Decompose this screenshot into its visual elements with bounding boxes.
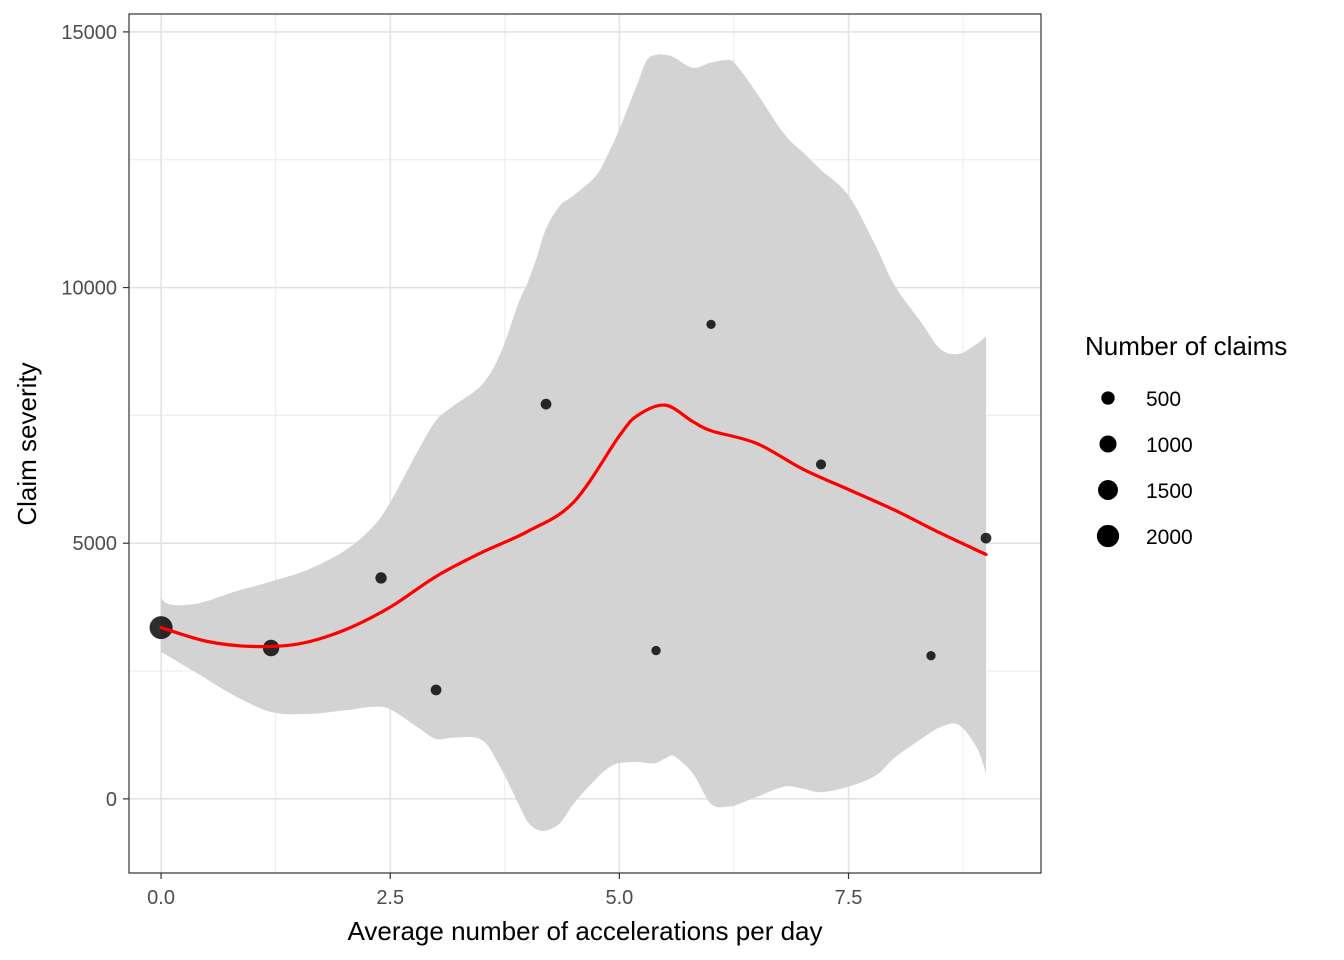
x-axis-ticks: 0.0 2.5 5.0 7.5: [147, 873, 862, 909]
plot-panel-border: [128, 13, 1042, 874]
y-tick-label: 15000: [61, 22, 117, 44]
data-point: [375, 572, 387, 584]
x-tick-label: 5.0: [605, 887, 633, 909]
confidence-band: [161, 54, 987, 832]
data-point: [706, 319, 716, 330]
legend-label: 1000: [1146, 434, 1193, 457]
x-tick-label: 2.5: [376, 887, 404, 909]
data-points: [149, 319, 992, 696]
legend-label: 1500: [1146, 480, 1193, 503]
y-tick-label: 5000: [73, 533, 118, 555]
data-point: [651, 645, 661, 656]
x-tick-label: 0.0: [147, 887, 175, 909]
data-point: [980, 532, 992, 544]
legend-key: [1099, 435, 1117, 453]
legend-key: [1096, 524, 1120, 548]
data-point: [540, 398, 552, 410]
smooth-line: [159, 403, 988, 649]
y-tick-label: 0: [106, 789, 117, 811]
y-tick-label: 10000: [61, 278, 117, 300]
legend-key: [1098, 480, 1118, 500]
y-axis-title: Claim severity: [12, 362, 42, 525]
x-axis-title: Average number of accelerations per day: [347, 916, 822, 946]
x-tick-label: 7.5: [835, 887, 863, 909]
y-axis-ticks: 0 5000 10000 15000: [61, 22, 129, 811]
legend-title: Number of claims: [1085, 331, 1287, 361]
legend-label: 500: [1146, 388, 1181, 411]
data-point: [815, 459, 827, 470]
data-point: [430, 684, 442, 696]
legend-label: 2000: [1146, 526, 1193, 549]
legend-entries: 500 1000 1500 2000: [1096, 388, 1193, 549]
legend-key: [1101, 391, 1115, 405]
data-point: [926, 651, 936, 661]
